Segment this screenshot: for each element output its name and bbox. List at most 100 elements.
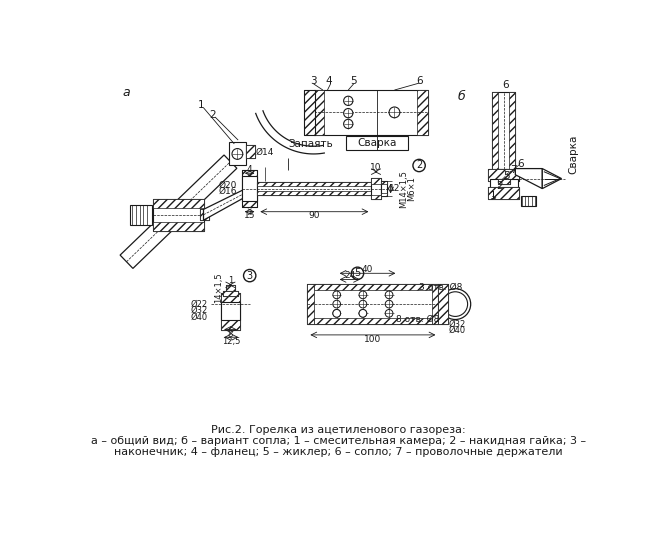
- Text: Ø40: Ø40: [190, 313, 207, 322]
- Bar: [246, 146, 255, 158]
- Bar: [308, 284, 313, 324]
- Bar: [381, 181, 387, 184]
- Circle shape: [440, 289, 471, 319]
- Polygon shape: [543, 168, 562, 189]
- Circle shape: [344, 96, 353, 105]
- Text: 8: 8: [228, 330, 233, 338]
- Circle shape: [389, 107, 400, 118]
- Text: 3: 3: [247, 271, 253, 281]
- Bar: [304, 90, 315, 135]
- Text: 1: 1: [490, 191, 496, 201]
- Bar: [153, 222, 203, 231]
- Polygon shape: [120, 155, 237, 268]
- Text: Ø14: Ø14: [256, 148, 275, 157]
- Text: 3 отв. Ø8: 3 отв. Ø8: [419, 283, 463, 292]
- Circle shape: [359, 291, 367, 299]
- Text: наконечник; 4 – фланец; 5 – жиклер; 6 – сопло; 7 – проволочные держатели: наконечник; 4 – фланец; 5 – жиклер; 6 – …: [114, 447, 562, 457]
- Bar: [229, 142, 246, 166]
- Text: 8 отв. Ø8: 8 отв. Ø8: [396, 315, 440, 324]
- Text: 2: 2: [416, 160, 422, 171]
- Circle shape: [344, 119, 353, 129]
- Circle shape: [333, 310, 341, 317]
- Text: 12,5: 12,5: [222, 337, 240, 346]
- Bar: [308, 284, 438, 324]
- Text: M14×1,5: M14×1,5: [399, 169, 408, 208]
- Bar: [381, 193, 387, 196]
- Text: 4: 4: [247, 165, 253, 174]
- Bar: [417, 90, 428, 135]
- Bar: [314, 90, 428, 135]
- Circle shape: [359, 310, 367, 317]
- Bar: [488, 168, 519, 181]
- Text: 2: 2: [496, 180, 502, 191]
- Bar: [488, 187, 519, 199]
- Text: 4: 4: [325, 76, 333, 86]
- Circle shape: [244, 269, 256, 282]
- Bar: [223, 291, 238, 295]
- Bar: [498, 179, 510, 184]
- Bar: [432, 284, 438, 324]
- Text: а: а: [123, 86, 130, 99]
- Text: 6: 6: [517, 159, 524, 169]
- Bar: [492, 92, 498, 169]
- Text: M6×1: M6×1: [407, 176, 416, 201]
- Bar: [153, 198, 203, 208]
- Bar: [199, 209, 209, 220]
- Text: Запаять: Запаять: [288, 139, 333, 149]
- Circle shape: [443, 292, 467, 317]
- Text: 5: 5: [503, 171, 510, 180]
- Text: 2: 2: [209, 110, 216, 120]
- Bar: [314, 318, 432, 324]
- Circle shape: [232, 149, 243, 159]
- Bar: [304, 90, 315, 135]
- Bar: [246, 146, 255, 158]
- Text: 15: 15: [244, 211, 255, 220]
- Bar: [131, 205, 152, 225]
- Bar: [226, 285, 235, 293]
- Bar: [488, 168, 519, 181]
- Circle shape: [351, 267, 364, 280]
- Text: Сварка: Сварка: [568, 134, 578, 174]
- Bar: [346, 136, 408, 150]
- Text: 5: 5: [354, 268, 360, 278]
- Text: 40: 40: [362, 265, 373, 274]
- Circle shape: [385, 300, 393, 308]
- Text: б: б: [457, 90, 465, 102]
- Circle shape: [344, 108, 353, 118]
- Text: 1: 1: [228, 276, 233, 286]
- Bar: [242, 170, 257, 207]
- Text: 6: 6: [416, 76, 422, 86]
- Bar: [488, 187, 519, 199]
- Text: 5: 5: [350, 76, 357, 86]
- Text: Ø32: Ø32: [190, 306, 207, 315]
- Bar: [372, 178, 381, 184]
- Bar: [257, 183, 372, 195]
- Polygon shape: [515, 168, 543, 189]
- Text: 6: 6: [502, 80, 509, 89]
- Bar: [226, 285, 235, 293]
- Text: 24: 24: [344, 271, 356, 280]
- Bar: [242, 176, 257, 201]
- Bar: [372, 178, 381, 199]
- Text: Ø20: Ø20: [218, 181, 237, 190]
- Text: Сварка: Сварка: [357, 138, 397, 148]
- Bar: [498, 179, 510, 184]
- Text: 7: 7: [510, 165, 516, 175]
- Circle shape: [385, 310, 393, 317]
- Bar: [223, 291, 238, 295]
- Circle shape: [413, 159, 425, 172]
- Circle shape: [333, 300, 341, 308]
- Bar: [199, 209, 209, 220]
- Text: 12: 12: [389, 184, 400, 193]
- Circle shape: [359, 300, 367, 308]
- Text: 90: 90: [309, 211, 320, 220]
- Bar: [490, 179, 517, 189]
- Bar: [221, 302, 240, 320]
- Text: 14×1,5: 14×1,5: [214, 272, 222, 303]
- Bar: [221, 293, 240, 330]
- Text: Ø32: Ø32: [448, 319, 465, 329]
- Bar: [242, 170, 257, 207]
- Text: 10: 10: [370, 162, 381, 172]
- Bar: [314, 284, 432, 290]
- Polygon shape: [203, 185, 253, 220]
